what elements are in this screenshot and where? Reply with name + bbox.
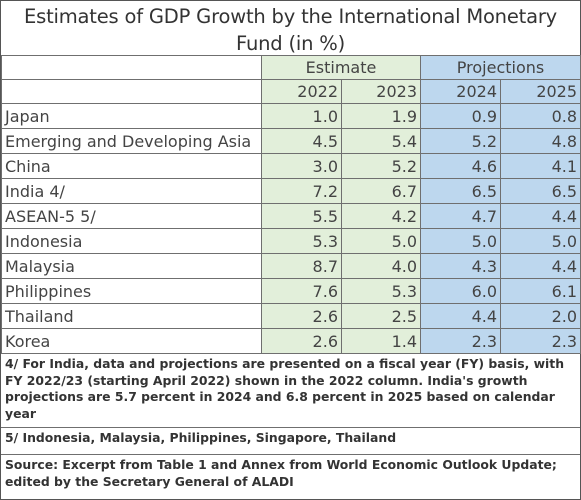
year-header-2024: 2024 [420, 79, 502, 104]
table-row: Thailand 2.6 2.5 4.4 2.0 [1, 303, 581, 329]
footnotes: 4/ For India, data and projections are p… [1, 353, 580, 496]
table-row: Indonesia 5.3 5.0 5.0 5.0 [1, 228, 581, 254]
value-cell: 5.5 [261, 203, 342, 229]
table-row: ASEAN-5 5/5.5 4.2 4.7 4.4 [1, 203, 581, 229]
year-header-row: 2022 2023 2024 2025 [1, 79, 581, 104]
table-title: Estimates of GDP Growth by the Internati… [24, 5, 557, 55]
country-label: Korea [1, 328, 262, 354]
header-blank-cell [1, 55, 262, 80]
value-cell: 3.0 [261, 153, 342, 179]
value-cell: 0.8 [500, 103, 581, 129]
value-cell: 4.6 [420, 153, 502, 179]
year-header-2023: 2023 [340, 79, 422, 104]
country-label: Emerging and Developing Asia [1, 128, 262, 154]
year-header-2025: 2025 [500, 79, 581, 104]
country-label: India 4/ [1, 178, 262, 204]
country-label: Philippines [1, 278, 262, 304]
value-cell: 4.0 [340, 253, 422, 279]
value-cell: 1.9 [340, 103, 422, 129]
value-cell: 5.3 [261, 228, 342, 254]
footnote-india: 4/ For India, data and projections are p… [1, 353, 580, 427]
value-cell: 2.0 [500, 303, 581, 329]
value-cell: 2.3 [500, 328, 581, 354]
value-cell: 4.5 [261, 128, 342, 154]
table-row: China 3.0 5.2 4.6 4.1 [1, 153, 581, 179]
value-cell: 6.5 [500, 178, 581, 204]
value-cell: 2.6 [261, 303, 342, 329]
country-label: Japan [1, 103, 262, 129]
value-cell: 4.4 [500, 203, 581, 229]
table-row: Malaysia 8.7 4.0 4.3 4.4 [1, 253, 581, 279]
footnote-asean: 5/ Indonesia, Malaysia, Philippines, Sin… [1, 427, 580, 454]
country-label: Indonesia [1, 228, 262, 254]
value-cell: 4.1 [500, 153, 581, 179]
value-cell: 4.4 [500, 253, 581, 279]
value-cell: 2.3 [420, 328, 502, 354]
value-cell: 5.0 [500, 228, 581, 254]
country-label: Malaysia [1, 253, 262, 279]
value-cell: 2.6 [261, 328, 342, 354]
country-label: ASEAN-5 5/ [1, 203, 262, 229]
value-cell: 6.7 [340, 178, 422, 204]
table-row: Philippines 7.6 5.3 6.0 6.1 [1, 278, 581, 304]
value-cell: 2.5 [340, 303, 422, 329]
table-row: Korea 2.6 1.4 2.3 2.3 [1, 328, 581, 354]
value-cell: 7.6 [261, 278, 342, 304]
table-row: Emerging and Developing Asia 4.5 5.4 5.2 4.8 [1, 128, 581, 154]
country-label: China [1, 153, 262, 179]
value-cell: 4.2 [340, 203, 422, 229]
value-cell: 6.0 [420, 278, 502, 304]
value-cell: 4.8 [500, 128, 581, 154]
year-header-2022: 2022 [261, 79, 342, 104]
value-cell: 5.2 [420, 128, 502, 154]
group-header-row: Estimate Projections [1, 55, 581, 80]
table-row: India 4/7.2 6.7 6.5 6.5 [1, 178, 581, 204]
value-cell: 4.4 [420, 303, 502, 329]
value-cell: 7.2 [261, 178, 342, 204]
header-blank-cell [1, 79, 262, 104]
value-cell: 1.0 [261, 103, 342, 129]
projections-group-header: Projections [420, 55, 581, 80]
estimate-group-header: Estimate [260, 55, 422, 80]
table-row: Japan 1.0 1.9 0.9 0.8 [1, 103, 581, 129]
source-note: Source: Excerpt from Table 1 and Annex f… [1, 454, 580, 496]
value-cell: 5.2 [340, 153, 422, 179]
value-cell: 5.0 [340, 228, 422, 254]
value-cell: 5.0 [420, 228, 502, 254]
value-cell: 5.4 [340, 128, 422, 154]
value-cell: 8.7 [261, 253, 342, 279]
gdp-table: Estimate Projections 2022 2023 2024 2025… [1, 55, 581, 354]
value-cell: 6.1 [500, 278, 581, 304]
value-cell: 0.9 [420, 103, 502, 129]
value-cell: 5.3 [340, 278, 422, 304]
value-cell: 4.3 [420, 253, 502, 279]
value-cell: 4.7 [420, 203, 502, 229]
value-cell: 6.5 [420, 178, 502, 204]
country-label: Thailand [1, 303, 262, 329]
value-cell: 1.4 [340, 328, 422, 354]
